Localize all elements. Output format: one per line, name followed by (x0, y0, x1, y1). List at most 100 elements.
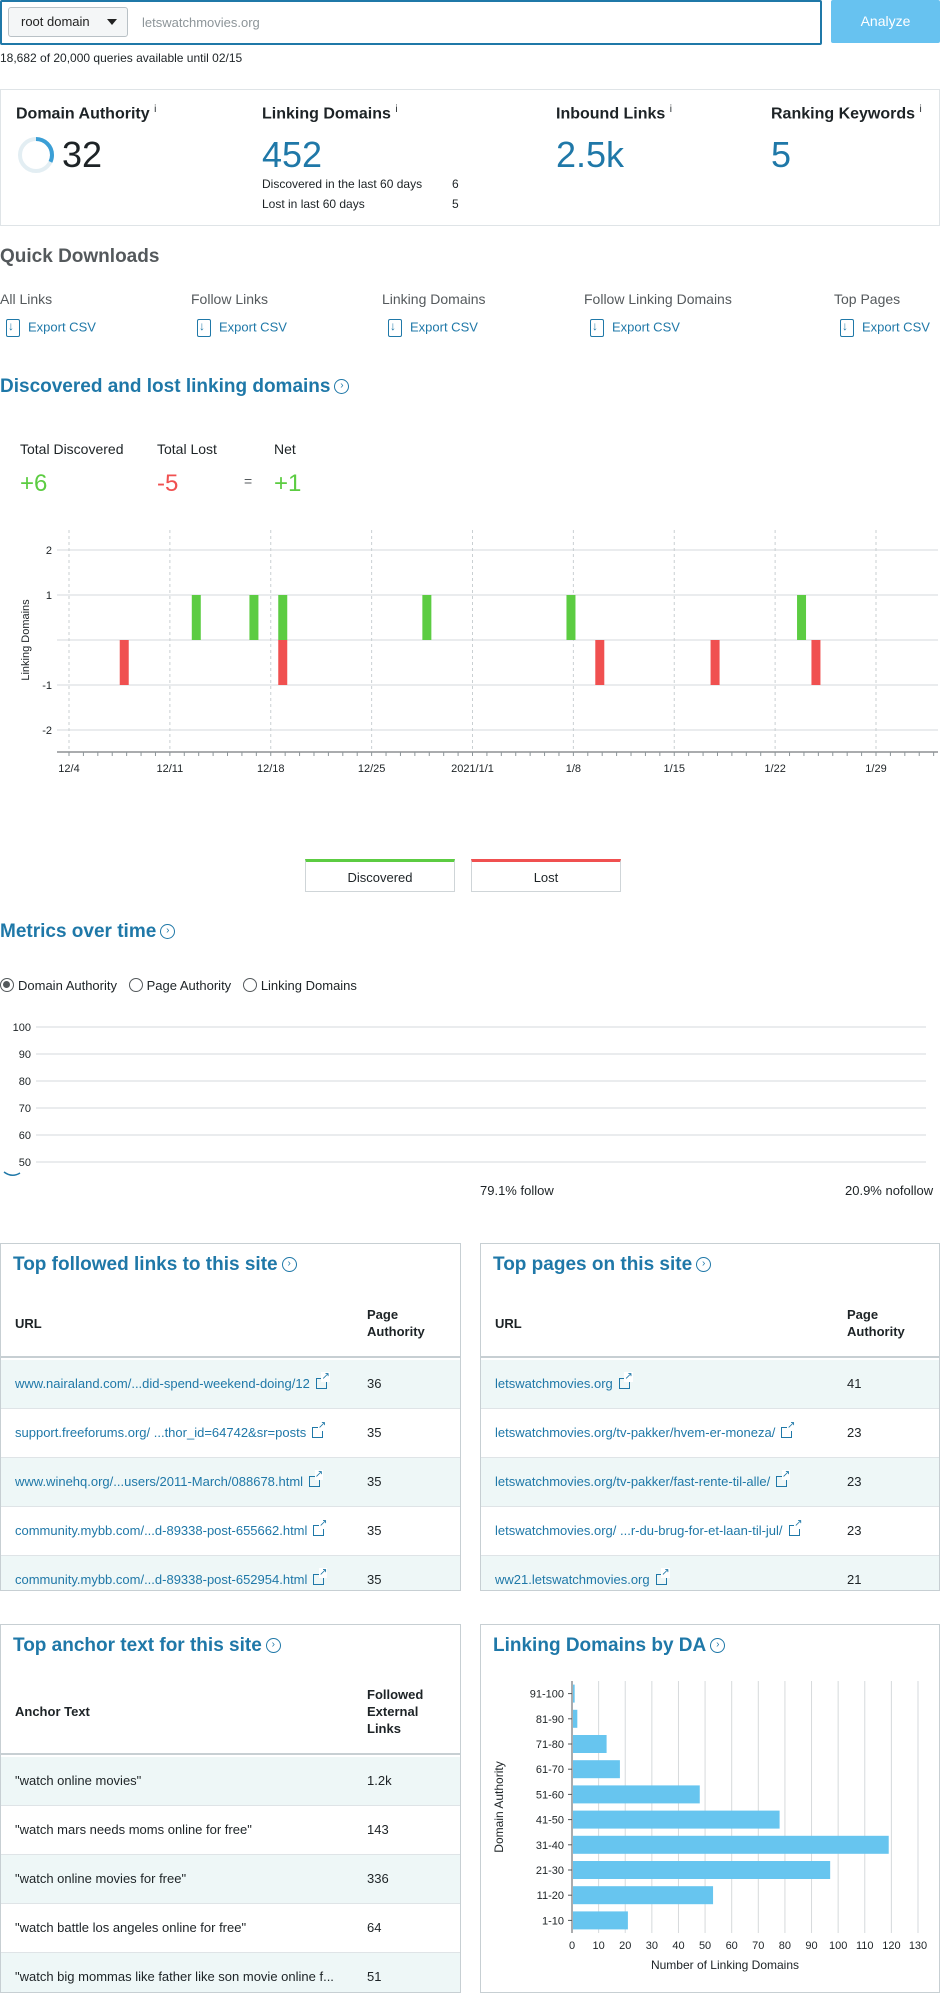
y-tick-label: 90 (19, 1049, 31, 1061)
external-link-icon[interactable] (781, 1421, 796, 1438)
external-link-icon[interactable] (788, 1519, 803, 1536)
y-tick-label: 100 (13, 1022, 31, 1034)
legend-discovered[interactable]: Discovered (305, 859, 455, 892)
x-tick-label: 50 (699, 1940, 711, 1952)
legend-lost[interactable]: Lost (471, 859, 621, 892)
col-followed-external-links[interactable]: Followed External Links (367, 1687, 424, 1736)
y-tick-label: 60 (19, 1130, 31, 1142)
x-tick-label: 20 (619, 1940, 631, 1952)
info-icon[interactable]: i (154, 104, 157, 115)
row-url-link[interactable]: community.mybb.com/...d-89338-post-65566… (15, 1519, 328, 1538)
radio-page-authority[interactable] (128, 978, 143, 992)
export-csv-linking-domains[interactable]: Export CSV (388, 319, 478, 337)
chevron-right-circle-icon[interactable]: › (696, 1257, 712, 1273)
export-csv-follow-linking-domains[interactable]: Export CSV (590, 319, 680, 337)
row-url-link[interactable]: community.mybb.com/...d-89338-post-65295… (15, 1568, 328, 1587)
x-tick-label: 70 (752, 1940, 764, 1952)
linking-domains-by-da-card: Linking Domains by DA › 0 10 20 30 40 50 60 70 80… (480, 1624, 940, 1993)
export-csv-all-links[interactable]: Export CSV (6, 319, 96, 337)
total-discovered-label: Total Discovered (20, 441, 124, 457)
inbound-links-label: Inbound Links i (556, 104, 673, 123)
chevron-right-circle-icon[interactable]: › (710, 1638, 726, 1654)
col-url[interactable]: URL (15, 1316, 42, 1331)
x-tick-label: 0 (569, 1940, 575, 1952)
radio-domain-authority[interactable] (0, 978, 14, 992)
col-anchor-text[interactable]: Anchor Text (15, 1704, 90, 1719)
analyze-button[interactable]: Analyze (831, 0, 940, 43)
row-page-authority: 36 (367, 1376, 382, 1391)
chevron-right-circle-icon[interactable]: › (265, 1638, 281, 1654)
lost-bar (710, 640, 720, 685)
x-tick-label: 2021/1/1 (451, 763, 494, 775)
radio-linking-domains[interactable] (242, 978, 257, 992)
row-page-authority: 21 (847, 1572, 862, 1587)
row-url-link[interactable]: www.nairaland.com/...did-spend-weekend-d… (15, 1372, 330, 1391)
linking-domains-label: Linking Domains i (262, 104, 398, 123)
col-page-authority[interactable]: Page Authority (367, 1307, 425, 1339)
external-link-icon[interactable] (776, 1470, 791, 1487)
linking-domains-by-da-title: Linking Domains by DA › (493, 1635, 726, 1657)
external-link-icon[interactable] (309, 1470, 324, 1487)
inbound-links-value[interactable]: 2.5k (556, 134, 625, 175)
table-row: community.mybb.com/...d-89338-post-65566… (1, 1507, 460, 1556)
row-url-link[interactable]: letswatchmovies.org/tv-pakker/fast-rente… (495, 1470, 791, 1489)
col-page-authority[interactable]: Page Authority (847, 1307, 905, 1339)
top-anchor-text-card: Top anchor text for this site › Anchor Te… (0, 1624, 461, 1993)
discovered-60-days-value[interactable]: 6 (452, 177, 459, 191)
row-page-authority: 35 (367, 1523, 382, 1538)
y-tick-label: 11-20 (537, 1890, 564, 1902)
y-tick-label: 70 (19, 1103, 31, 1115)
ranking-keywords-value[interactable]: 5 (771, 134, 792, 175)
external-link-icon[interactable] (655, 1568, 670, 1585)
row-followed-links: 64 (367, 1920, 382, 1935)
info-icon[interactable]: i (919, 104, 922, 115)
linking-domains-value[interactable]: 452 (262, 134, 323, 175)
chevron-right-circle-icon[interactable]: › (334, 379, 350, 395)
external-link-icon[interactable] (312, 1421, 327, 1438)
radio-domain-authority-label[interactable]: Domain Authority (18, 978, 117, 993)
download-icon (590, 319, 604, 337)
external-link-icon[interactable] (313, 1519, 328, 1536)
download-icon (6, 319, 20, 337)
x-tick-label: 30 (646, 1940, 658, 1952)
chevron-right-circle-icon[interactable]: › (160, 924, 176, 940)
download-icon (197, 319, 211, 337)
row-url-link[interactable]: letswatchmovies.org (495, 1372, 633, 1391)
total-lost-value: -5 (157, 470, 179, 497)
external-link-icon[interactable] (313, 1568, 328, 1585)
export-csv-follow-links[interactable]: Export CSV (197, 319, 287, 337)
scope-dropdown[interactable]: root domain (8, 7, 128, 37)
y-tick-label: 61-70 (536, 1764, 564, 1776)
y-tick-label: 2 (46, 545, 52, 557)
row-url-link[interactable]: ww21.letswatchmovies.org (495, 1568, 670, 1587)
row-url-link[interactable]: www.winehq.org/...users/2011-March/08867… (15, 1470, 324, 1489)
row-url-link[interactable]: letswatchmovies.org/ ...r-du-brug-for-et… (495, 1519, 803, 1538)
y-tick-label: 1 (46, 590, 52, 602)
x-tick-label: 80 (779, 1940, 791, 1952)
radio-linking-domains-label[interactable]: Linking Domains (260, 978, 357, 993)
col-url[interactable]: URL (495, 1316, 522, 1331)
chevron-down-icon (107, 19, 117, 25)
export-csv-top-pages[interactable]: Export CSV (840, 319, 930, 337)
row-url-link[interactable]: support.freeforums.org/ ...thor_id=64742… (15, 1421, 327, 1440)
domain-input[interactable] (140, 9, 800, 35)
y-tick-label: 50 (19, 1157, 31, 1169)
external-link-icon[interactable] (618, 1372, 633, 1389)
row-anchor-text: "watch online movies" (15, 1773, 142, 1788)
external-link-icon[interactable] (315, 1372, 330, 1389)
radio-page-authority-label[interactable]: Page Authority (146, 978, 232, 993)
row-url-link[interactable]: letswatchmovies.org/tv-pakker/hvem-er-mo… (495, 1421, 796, 1440)
lost-60-days-value[interactable]: 5 (452, 197, 459, 211)
x-tick-label: 40 (672, 1940, 684, 1952)
x-tick-label: 1/29 (865, 763, 886, 775)
download-icon (388, 319, 402, 337)
x-tick-label: 1/15 (664, 763, 685, 775)
download-follow-links-label: Follow Links (191, 291, 269, 307)
lost-bar (595, 640, 605, 685)
info-icon[interactable]: i (395, 104, 398, 115)
metrics-over-time-title: Metrics over time › (0, 921, 176, 943)
download-all-links-label: All Links (0, 291, 53, 307)
info-icon[interactable]: i (669, 104, 673, 115)
total-lost-label: Total Lost (157, 441, 217, 457)
chevron-right-circle-icon[interactable]: › (281, 1257, 297, 1273)
